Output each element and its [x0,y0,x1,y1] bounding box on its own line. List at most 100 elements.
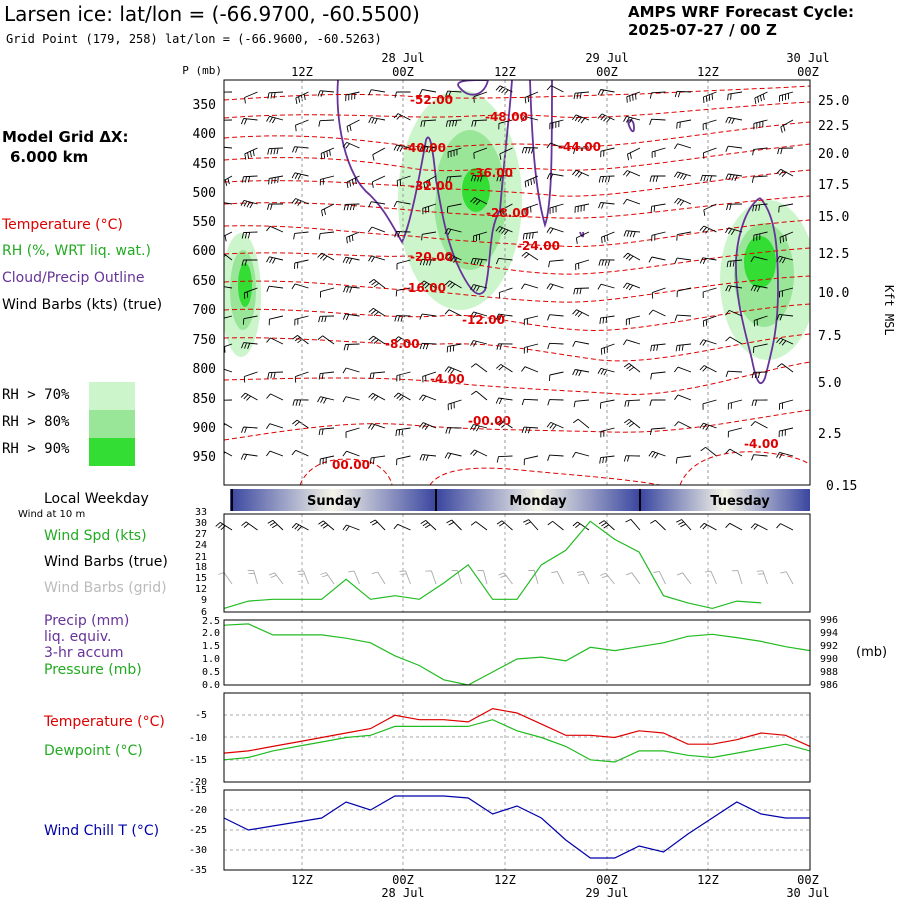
wind-barb [623,115,641,124]
wind-barb [551,571,564,585]
wind-barb [776,255,794,264]
cloud-outline [627,119,635,133]
svg-text:-20: -20 [189,777,207,788]
wind-barb [674,90,692,98]
rh70-swatch [89,382,135,410]
svg-text:986: 986 [820,680,838,691]
wind-barb [318,315,335,323]
svg-text:850: 850 [193,392,216,407]
wind-barb [649,399,666,406]
wind-barb [650,343,666,352]
wind-barb [597,367,615,376]
rh-region [744,236,776,288]
wind-barbs-grid-row [218,570,794,585]
wind-barb [399,570,411,585]
wind-barb [651,147,666,158]
svg-text:00Z: 00Z [392,65,414,79]
wind-barb [495,226,513,236]
svg-text:-15: -15 [189,785,207,796]
wind-barb [725,448,743,457]
svg-text:25.0: 25.0 [818,94,849,109]
cross-section-frame [223,79,811,486]
wind-barb [703,203,717,216]
wind-barb [292,399,309,406]
wind-barb [779,231,794,244]
wind-barb [576,570,590,585]
wind-barb [444,366,462,375]
wind-barb [546,173,564,180]
wind-barb [725,227,743,236]
wind-barbs-grid-label: Wind Barbs (grid) [44,580,167,596]
wind-barb [623,198,641,205]
wind-barb [753,119,768,130]
wind-barb [291,523,309,532]
wind-barb [546,85,564,93]
wind-barb [395,427,411,437]
wind-barb [496,343,513,350]
pressure-line [223,623,811,686]
weekday-sunday-band [230,489,436,511]
wind-barb [524,91,539,104]
wind-barb [779,399,794,410]
wind-barb [674,143,692,150]
wind-barb [368,307,386,317]
wind-barb [523,455,539,466]
wind-barb [676,119,692,129]
dewpoint-line [223,719,811,763]
wind-barb [573,91,590,100]
wind-barb [546,421,564,430]
wind-barb [573,147,590,155]
wind-barb [649,118,666,126]
wind-speed-label: Wind Spd (kts) [44,528,147,544]
wind-barb [753,315,768,327]
wind-barb [626,91,641,103]
wind-barb [470,449,488,457]
wind-barb [419,342,437,350]
grid-point-subtitle: Grid Point (179, 258) lat/lon = (-66.960… [6,32,382,46]
wind-barb [523,315,539,326]
contour-label: -16.00 [403,281,446,295]
wind-barb [776,363,794,373]
wind-barb [624,418,641,429]
svg-text:33: 33 [195,507,207,518]
wind-barb [625,315,641,326]
wind-barb [470,284,488,292]
wind-barb [444,309,462,317]
precip-accum-label: 3-hr accum [44,645,124,661]
wind-barb [600,147,615,158]
wind-barb [445,175,462,183]
wind-barb [523,343,539,354]
wind-barb [648,450,666,459]
wind-barb [393,392,411,401]
wind-barb [321,203,335,217]
legend-rh90: RH > 90% [2,441,70,457]
wind-barb [368,279,386,289]
wind-barb [473,91,488,103]
wind-barb [674,366,692,373]
contour-label: -24.00 [517,239,560,253]
weekday-tuesday-band [640,489,810,511]
wind-barb [549,203,564,214]
wind-barb [470,424,488,432]
svg-text:600: 600 [193,244,216,259]
wind-barb [498,287,513,299]
temperature-contour-labels: -52.00 -48.00 -44.00 -40.00 -36.00 -32.0… [332,93,779,472]
wind-barb [291,283,309,290]
wind-barb [470,197,488,206]
contour-label: -20.00 [410,250,453,264]
wind-barb [368,89,386,96]
wind-barb [521,251,539,261]
wind-barb [243,371,258,383]
wind-barb [725,116,743,125]
wind-barb [318,371,335,380]
wind-barb [422,371,437,383]
wind-barb [224,91,233,95]
wind-barb [240,392,258,401]
wind-barb [549,371,564,382]
rh-region [238,263,252,307]
svg-text:450: 450 [193,157,216,172]
wind-barb [419,89,437,96]
wind-barb [653,570,666,585]
wind-barb [369,455,386,464]
model-grid-label: Model Grid ΔX: [2,128,129,146]
